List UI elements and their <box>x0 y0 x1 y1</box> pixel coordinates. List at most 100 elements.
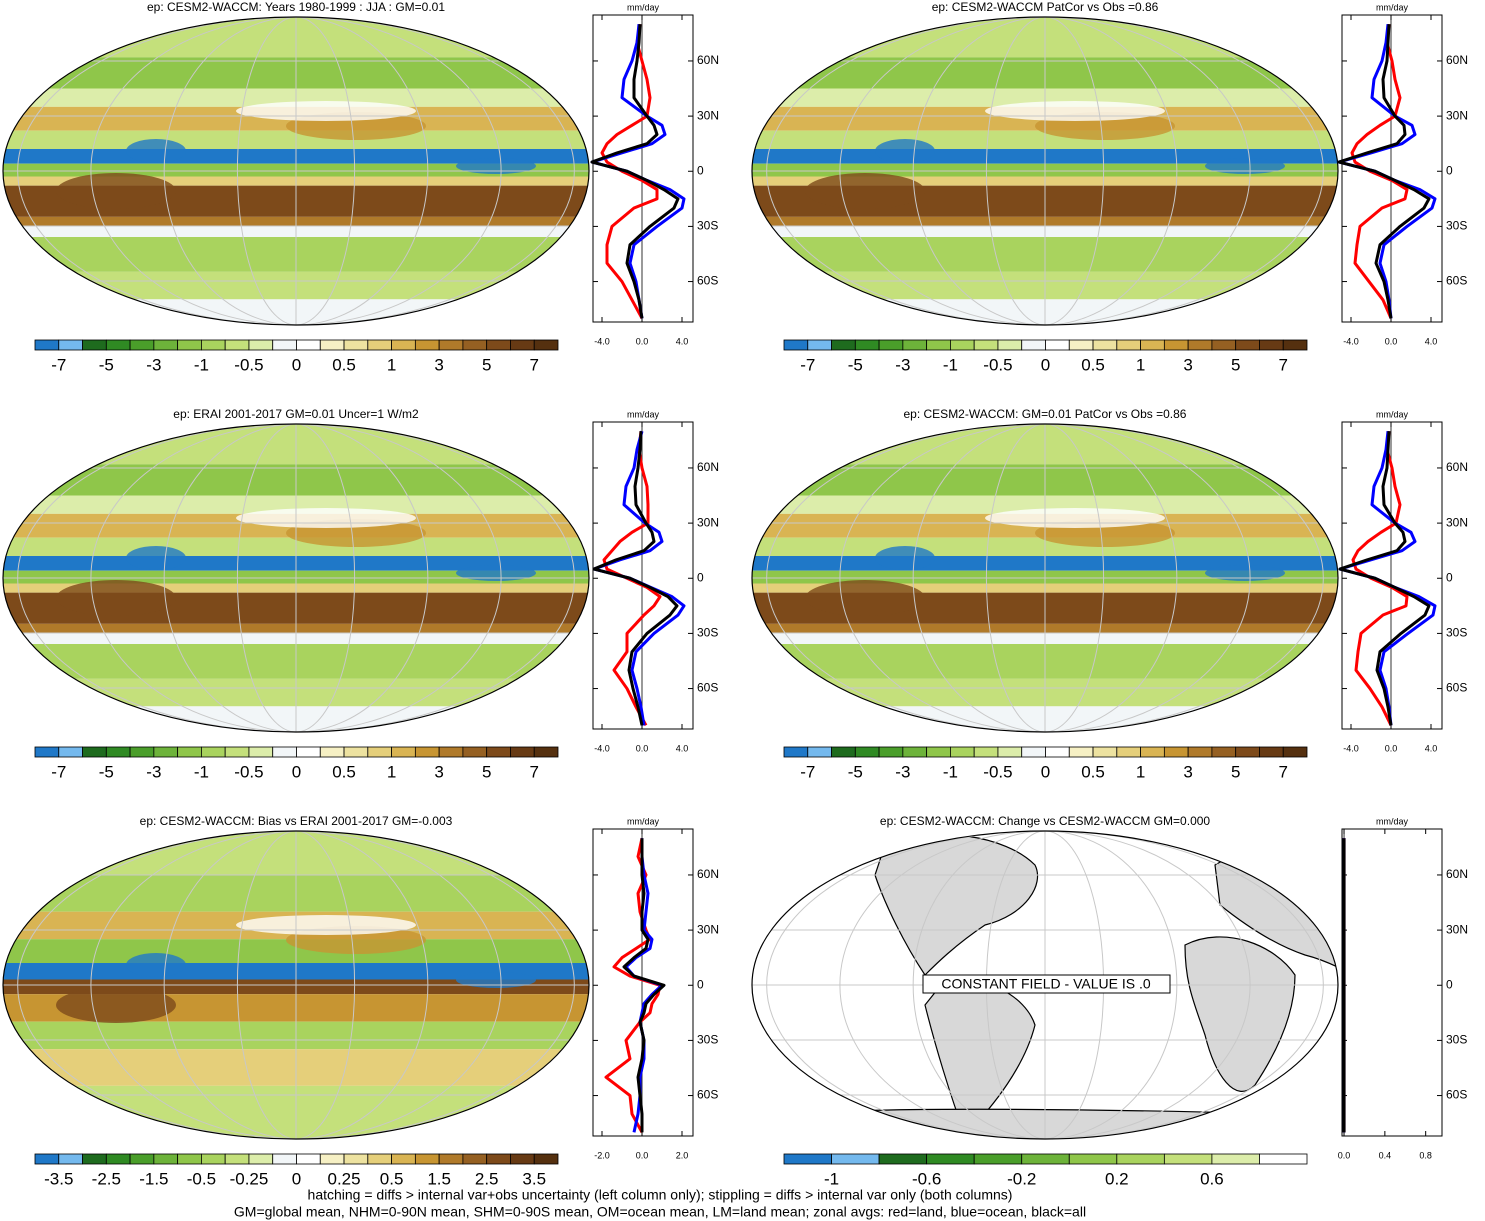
colorbar-box <box>153 339 179 351</box>
colorbar-box <box>272 746 297 758</box>
zonal-frame <box>1341 421 1443 730</box>
colorbar-box <box>1068 1153 1118 1165</box>
colorbar-box <box>343 339 369 351</box>
colorbar-label: 5 <box>482 762 491 781</box>
colorbar-label: -5 <box>99 355 114 374</box>
colorbar-box <box>58 1153 83 1165</box>
colorbar-box <box>177 746 202 758</box>
zonal-line <box>1351 431 1409 726</box>
colorbar-box <box>34 339 60 351</box>
y-tick-label: 60S <box>697 274 718 288</box>
colorbar-box <box>510 1153 535 1165</box>
colorbar-box <box>973 339 999 351</box>
colorbar-box <box>854 746 880 758</box>
y-tick-label: 30S <box>697 1033 718 1047</box>
colorbar-box <box>201 746 226 758</box>
land <box>874 834 1039 976</box>
panel-title: ep: CESM2-WACCM: Change vs CESM2-WACCM G… <box>880 814 1211 828</box>
colorbar-box <box>414 1153 440 1165</box>
colorbar-box <box>391 1153 416 1165</box>
colorbar-box <box>177 339 202 351</box>
colorbar-label: 0.5 <box>332 355 356 374</box>
colorbar-label: 2.5 <box>475 1169 499 1188</box>
panel-title: ep: CESM2-WACCM: Years 1980-1999 : JJA :… <box>147 0 445 14</box>
colorbar-label: 1 <box>1136 762 1145 781</box>
colorbar-box <box>926 339 951 351</box>
y-tick-label: 0 <box>1446 163 1453 177</box>
colorbar-box <box>1163 1153 1213 1165</box>
x-tick-label: 4.0 <box>1425 336 1438 346</box>
colorbar-box <box>1068 746 1094 758</box>
colorbar-box <box>831 746 856 758</box>
colorbar-box <box>1163 746 1189 758</box>
map-blob <box>805 173 925 209</box>
colorbar-box <box>1282 339 1308 351</box>
x-axis-label: mm/day <box>627 816 660 826</box>
map-blob <box>126 546 186 570</box>
colorbar-box <box>510 746 535 758</box>
colorbar-box <box>248 339 274 351</box>
colorbar-label: -1 <box>194 355 209 374</box>
colorbar-box <box>1187 746 1213 758</box>
colorbar-label: -1 <box>943 355 958 374</box>
x-tick-label: -4.0 <box>1343 336 1359 346</box>
colorbar-box <box>878 339 904 351</box>
colorbar-label: -2.5 <box>92 1169 121 1188</box>
colorbar-box <box>391 339 416 351</box>
colorbar-box <box>201 1153 226 1165</box>
colorbar-label: -3 <box>146 355 161 374</box>
map <box>3 424 589 732</box>
colorbar-box <box>82 1153 107 1165</box>
colorbar-box <box>1021 746 1046 758</box>
y-tick-label: 30S <box>1446 626 1467 640</box>
colorbar-box <box>296 339 321 351</box>
y-tick-label: 60S <box>1446 1088 1467 1102</box>
map-blob <box>1205 158 1285 174</box>
colorbar-box <box>82 746 107 758</box>
zonal-line <box>622 838 666 1133</box>
colorbar-box <box>1211 1153 1260 1165</box>
colorbar-label: -0.5 <box>187 1169 216 1188</box>
colorbar-box <box>950 339 975 351</box>
colorbar-box <box>129 1153 155 1165</box>
colorbar-box <box>807 339 832 351</box>
x-tick-label: 2.0 <box>676 1150 689 1160</box>
colorbar-box <box>367 746 392 758</box>
colorbar-box <box>1259 1153 1308 1165</box>
map-blob <box>456 972 536 988</box>
map-blob <box>56 580 176 616</box>
colorbar-label: -0.5 <box>234 355 263 374</box>
colorbar-box <box>783 1153 832 1165</box>
map-border <box>751 423 1339 733</box>
colorbar-box <box>462 339 488 351</box>
x-tick-label: -2.0 <box>594 1150 610 1160</box>
map-border <box>2 830 590 1140</box>
colorbar-label: -1 <box>194 762 209 781</box>
colorbar-label: 0.5 <box>332 762 356 781</box>
colorbar-box <box>319 339 345 351</box>
x-tick-label: 0.0 <box>636 743 649 753</box>
x-tick-label: 0.0 <box>1385 336 1398 346</box>
colorbar-label: -1.5 <box>139 1169 168 1188</box>
colorbar-label: -0.25 <box>230 1169 269 1188</box>
colorbar-label: -7 <box>51 355 66 374</box>
colorbar-box <box>1116 339 1141 351</box>
colorbar-label: -3 <box>895 355 910 374</box>
x-axis-label: mm/day <box>1376 816 1409 826</box>
colorbar-label: 0.5 <box>1081 355 1105 374</box>
x-tick-label: 4.0 <box>1425 743 1438 753</box>
map-blob <box>805 580 925 616</box>
colorbar-box <box>343 746 369 758</box>
colorbar-box <box>1092 746 1118 758</box>
colorbar-label: -0.5 <box>983 355 1012 374</box>
x-tick-label: -4.0 <box>594 743 610 753</box>
colorbar-box <box>248 746 274 758</box>
colorbar-box <box>129 339 155 351</box>
colorbar-box <box>319 746 345 758</box>
colorbar-box <box>248 1153 274 1165</box>
zonal-frame <box>1341 14 1443 323</box>
colorbar-box <box>997 746 1023 758</box>
x-tick-label: 0.0 <box>636 1150 649 1160</box>
colorbar-box <box>1140 339 1165 351</box>
colorbar-label: -5 <box>848 355 863 374</box>
